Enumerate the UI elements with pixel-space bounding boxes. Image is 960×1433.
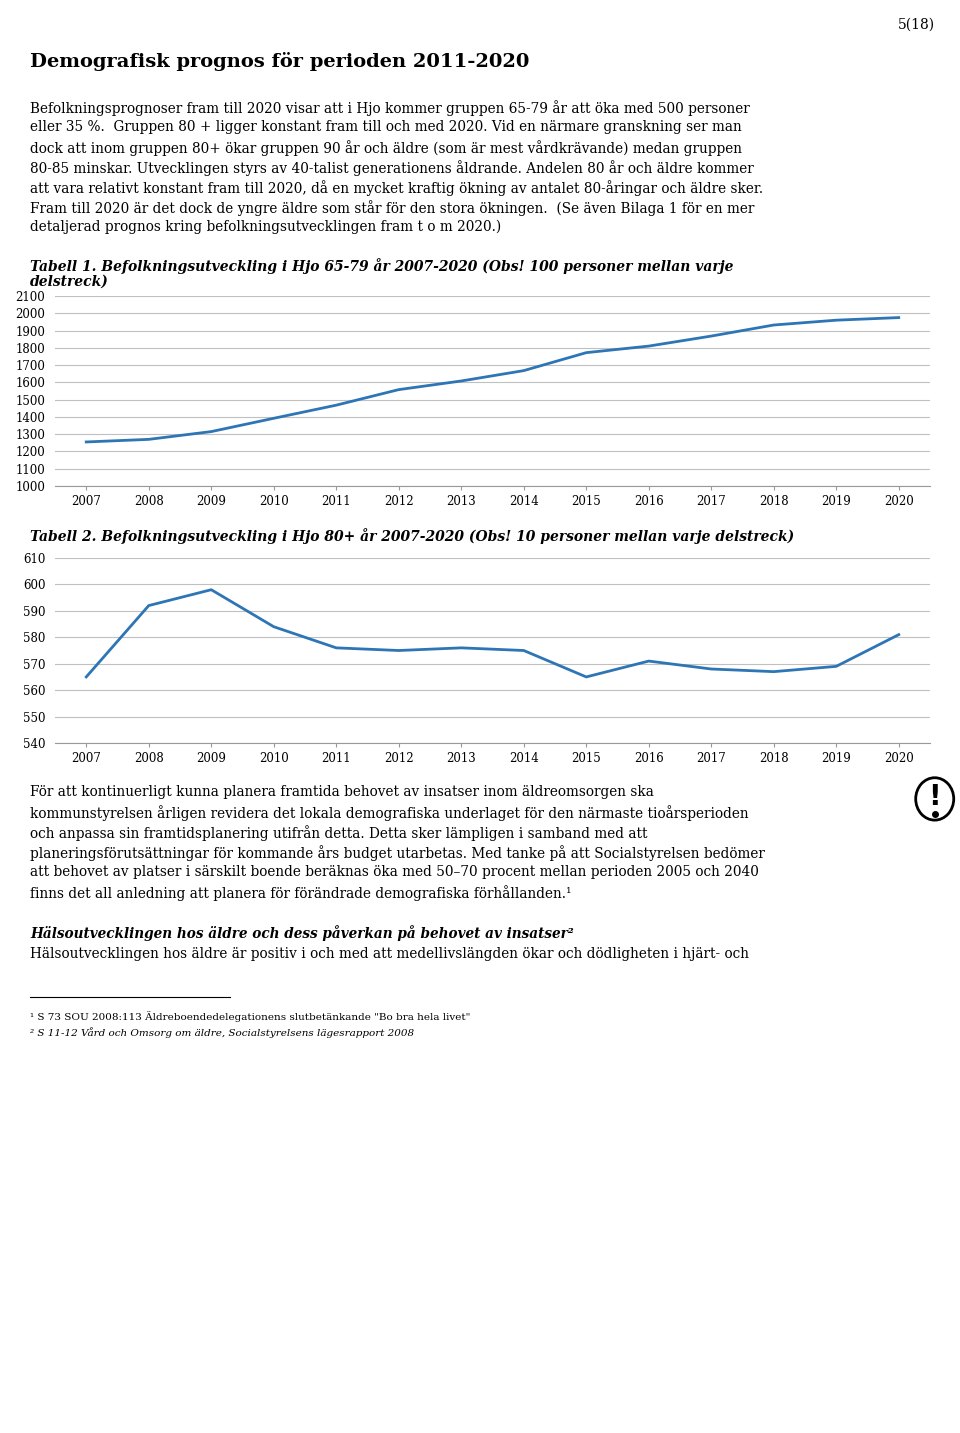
Text: 80-85 minskar. Utvecklingen styrs av 40-talist generationens åldrande. Andelen 8: 80-85 minskar. Utvecklingen styrs av 40-… [30, 160, 754, 176]
Text: planeringsförutsättningar för kommande års budget utarbetas. Med tanke på att So: planeringsförutsättningar för kommande å… [30, 845, 765, 861]
Text: Hälsoutvecklingen hos äldre är positiv i och med att medellivslängden ökar och d: Hälsoutvecklingen hos äldre är positiv i… [30, 947, 749, 962]
Text: För att kontinuerligt kunna planera framtida behovet av insatser inom äldreomsor: För att kontinuerligt kunna planera fram… [30, 785, 654, 800]
Text: Hälsoutvecklingen hos äldre och dess påverkan på behovet av insatser²: Hälsoutvecklingen hos äldre och dess påv… [30, 924, 574, 941]
Text: ¹ S 73 SOU 2008:113 Äldreboendedelegationens slutbetänkande "Bo bra hela livet": ¹ S 73 SOU 2008:113 Äldreboendedelegatio… [30, 1012, 470, 1022]
Circle shape [916, 778, 953, 820]
Text: finns det all anledning att planera för förändrade demografiska förhållanden.¹: finns det all anledning att planera för … [30, 886, 571, 901]
Text: Befolkningsprognoser fram till 2020 visar att i Hjo kommer gruppen 65-79 år att : Befolkningsprognoser fram till 2020 visa… [30, 100, 750, 116]
Text: Tabell 2. Befolkningsutveckling i Hjo 80+ år 2007-2020 (Obs! 10 personer mellan : Tabell 2. Befolkningsutveckling i Hjo 80… [30, 527, 794, 545]
Text: att behovet av platser i särskilt boende beräknas öka med 50–70 procent mellan p: att behovet av platser i särskilt boende… [30, 866, 758, 878]
Text: Demografisk prognos för perioden 2011-2020: Demografisk prognos för perioden 2011-20… [30, 52, 529, 72]
Text: ² S 11-12 Vård och Omsorg om äldre, Socialstyrelsens lägesrapport 2008: ² S 11-12 Vård och Omsorg om äldre, Soci… [30, 1027, 414, 1037]
Text: delstreck): delstreck) [30, 275, 108, 289]
Text: dock att inom gruppen 80+ ökar gruppen 90 år och äldre (som är mest vårdkrävande: dock att inom gruppen 80+ ökar gruppen 9… [30, 140, 742, 156]
Text: !: ! [928, 782, 941, 811]
Text: Tabell 1. Befolkningsutveckling i Hjo 65-79 år 2007-2020 (Obs! 100 personer mell: Tabell 1. Befolkningsutveckling i Hjo 65… [30, 258, 733, 274]
Text: att vara relativt konstant fram till 2020, då en mycket kraftig ökning av antale: att vara relativt konstant fram till 202… [30, 181, 763, 196]
Text: Fram till 2020 är det dock de yngre äldre som står för den stora ökningen.  (Se : Fram till 2020 är det dock de yngre äldr… [30, 201, 755, 216]
Text: kommunstyrelsen årligen revidera det lokala demografiska underlaget för den närm: kommunstyrelsen årligen revidera det lok… [30, 805, 749, 821]
Text: eller 35 %.  Gruppen 80 + ligger konstant fram till och med 2020. Vid en närmare: eller 35 %. Gruppen 80 + ligger konstant… [30, 120, 742, 135]
Text: 5(18): 5(18) [898, 19, 935, 32]
Text: detaljerad prognos kring befolkningsutvecklingen fram t o m 2020.): detaljerad prognos kring befolkningsutve… [30, 221, 501, 235]
Text: och anpassa sin framtidsplanering utifrån detta. Detta sker lämpligen i samband : och anpassa sin framtidsplanering utifrå… [30, 825, 647, 841]
